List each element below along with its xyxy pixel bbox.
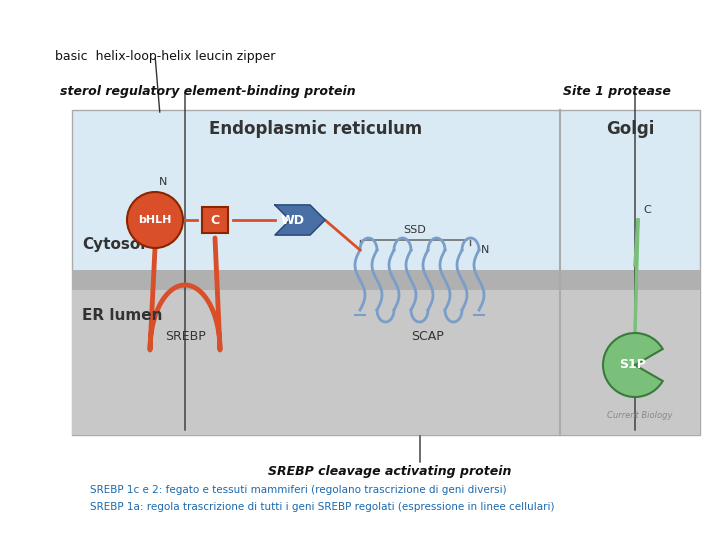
Text: SREBP 1a: regola trascrizione di tutti i geni SREBP regolati (espressione in lin: SREBP 1a: regola trascrizione di tutti i… <box>90 502 554 512</box>
Text: SSD: SSD <box>404 225 426 235</box>
Text: SREBP 1c e 2: fegato e tessuti mammiferi (regolano trascrizione di geni diversi): SREBP 1c e 2: fegato e tessuti mammiferi… <box>90 485 507 495</box>
Text: N: N <box>481 245 489 255</box>
FancyBboxPatch shape <box>72 110 700 435</box>
Text: sterol regulatory element-binding protein: sterol regulatory element-binding protei… <box>60 85 356 98</box>
Text: SREBP: SREBP <box>165 330 205 343</box>
Text: S1P: S1P <box>620 359 647 372</box>
Text: Endoplasmic reticulum: Endoplasmic reticulum <box>210 120 423 138</box>
Text: Site 1 protease: Site 1 protease <box>563 85 671 98</box>
Text: bHLH: bHLH <box>138 215 171 225</box>
Text: Golgi: Golgi <box>606 120 654 138</box>
Text: basic  helix-loop-helix leucin zipper: basic helix-loop-helix leucin zipper <box>55 50 275 63</box>
Text: Current Biology: Current Biology <box>607 411 672 420</box>
Circle shape <box>127 192 183 248</box>
Text: SREBP cleavage activating protein: SREBP cleavage activating protein <box>269 465 512 478</box>
Text: C: C <box>210 213 220 226</box>
Text: WD: WD <box>281 213 305 226</box>
Text: ER lumen: ER lumen <box>82 307 163 322</box>
Text: SCAP: SCAP <box>412 330 444 343</box>
Wedge shape <box>603 333 662 397</box>
Polygon shape <box>275 205 325 235</box>
Text: C: C <box>643 205 651 215</box>
Bar <box>72 270 700 290</box>
Bar <box>72 290 700 435</box>
Text: Cytosol: Cytosol <box>82 238 145 253</box>
Text: N: N <box>159 177 167 187</box>
